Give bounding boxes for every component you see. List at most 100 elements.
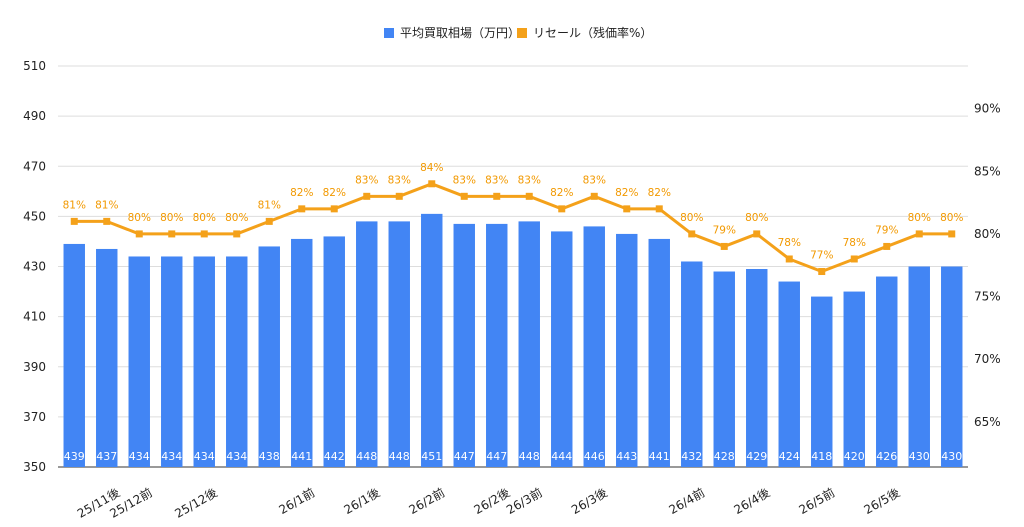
line-value-label: 79% xyxy=(713,224,736,236)
bar-value-label: 441 xyxy=(291,450,312,463)
bar xyxy=(616,233,638,467)
bar xyxy=(258,246,280,467)
bar-value-label: 447 xyxy=(486,450,507,463)
line-value-label: 83% xyxy=(583,174,606,186)
line-point xyxy=(135,230,143,238)
bar-value-label: 439 xyxy=(64,450,85,463)
line-point xyxy=(623,205,631,213)
bar-value-label: 448 xyxy=(519,450,540,463)
x-tick-label: 26/2後 xyxy=(472,485,513,517)
bar-value-label: 448 xyxy=(356,450,377,463)
right-tick-label: 65% xyxy=(974,415,1001,429)
line-point xyxy=(298,205,306,213)
line-point xyxy=(363,192,371,200)
line-point xyxy=(265,217,273,225)
line-value-label: 84% xyxy=(420,162,443,174)
bar-value-label: 442 xyxy=(324,450,345,463)
bar-value-label: 418 xyxy=(811,450,832,463)
bar-value-label: 446 xyxy=(584,450,605,463)
left-tick-label: 470 xyxy=(23,159,46,173)
bar-value-label: 443 xyxy=(616,450,637,463)
bar-value-label: 434 xyxy=(194,450,215,463)
line-point xyxy=(720,242,728,250)
line-value-label: 82% xyxy=(615,187,638,199)
bar-value-label: 451 xyxy=(421,450,442,463)
line-value-label: 80% xyxy=(193,212,216,224)
line-point xyxy=(428,180,436,188)
line-point xyxy=(558,205,566,213)
line-value-label: 81% xyxy=(258,199,281,211)
legend-label-bar: 平均買取相場（万円） xyxy=(400,26,520,40)
line-point xyxy=(200,230,208,238)
bar-value-label: 432 xyxy=(681,450,702,463)
line-value-label: 82% xyxy=(648,187,671,199)
line-point xyxy=(948,230,956,238)
bar xyxy=(518,221,540,467)
line-value-label: 83% xyxy=(453,174,476,186)
bar xyxy=(453,223,475,467)
resale-line xyxy=(74,182,952,274)
bar xyxy=(96,248,118,467)
line-value-label: 80% xyxy=(680,212,703,224)
x-tick-label: 26/5後 xyxy=(862,485,903,517)
bar-value-label: 429 xyxy=(746,450,767,463)
line-value-label: 83% xyxy=(518,174,541,186)
bar-value-label: 437 xyxy=(96,450,117,463)
bar xyxy=(551,231,573,467)
bar xyxy=(941,266,963,467)
bar-series: 439 437 434 434 434 434 438 441 442 448 448 451 447 4… xyxy=(63,213,963,467)
right-tick-label: 85% xyxy=(974,164,1001,178)
left-tick-label: 350 xyxy=(23,460,46,474)
bar xyxy=(681,261,703,467)
bar xyxy=(356,221,378,467)
line-value-label: 80% xyxy=(908,212,931,224)
bar-value-label: 444 xyxy=(551,450,572,463)
line-value-label: 80% xyxy=(745,212,768,224)
bar-value-label: 428 xyxy=(714,450,735,463)
right-tick-label: 90% xyxy=(974,102,1001,116)
line-value-label: 78% xyxy=(843,237,866,249)
line-point xyxy=(753,230,761,238)
line-value-label: 83% xyxy=(355,174,378,186)
line-value-label: 81% xyxy=(95,199,118,211)
left-tick-label: 430 xyxy=(23,260,46,274)
bar-value-label: 448 xyxy=(389,450,410,463)
bar-value-label: 438 xyxy=(259,450,280,463)
line-point xyxy=(330,205,338,213)
line-point xyxy=(850,255,858,263)
bar-value-label: 434 xyxy=(226,450,247,463)
bar xyxy=(583,226,605,467)
bar xyxy=(226,256,248,467)
bar xyxy=(486,223,508,467)
x-tick-label: 26/3前 xyxy=(504,485,545,517)
bar-value-label: 434 xyxy=(161,450,182,463)
bar-value-label: 434 xyxy=(129,450,150,463)
bar xyxy=(161,256,183,467)
x-tick-label: 26/3後 xyxy=(569,485,610,517)
line-value-label: 83% xyxy=(485,174,508,186)
bar-value-label: 430 xyxy=(909,450,930,463)
line-point xyxy=(460,192,468,200)
left-tick-label: 370 xyxy=(23,410,46,424)
bar xyxy=(63,243,85,467)
bar xyxy=(648,238,670,467)
left-tick-label: 390 xyxy=(23,360,46,374)
bar xyxy=(128,256,150,467)
bar xyxy=(323,236,345,467)
line-point xyxy=(70,217,78,225)
line-value-label: 79% xyxy=(875,224,898,236)
bar xyxy=(843,291,865,467)
line-value-label: 82% xyxy=(323,187,346,199)
bar-value-label: 420 xyxy=(844,450,865,463)
left-tick-label: 450 xyxy=(23,209,46,223)
line-value-label: 81% xyxy=(63,199,86,211)
x-tick-label: 25/12後 xyxy=(172,485,219,520)
left-tick-label: 510 xyxy=(23,59,46,73)
line-point xyxy=(688,230,696,238)
line-point xyxy=(915,230,923,238)
line-point xyxy=(525,192,533,200)
legend-label-line: リセール（残価率%） xyxy=(533,25,652,40)
line-value-label: 77% xyxy=(810,250,833,262)
